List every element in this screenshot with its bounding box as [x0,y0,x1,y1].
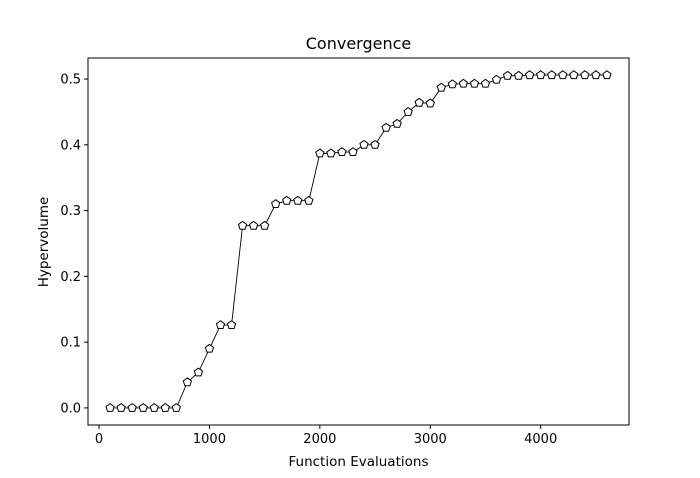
data-point-marker [425,98,435,108]
data-point-marker [237,220,248,230]
data-point-marker [403,107,413,116]
x-tick-label: 4000 [524,432,557,447]
y-tick-label: 0.0 [60,401,81,416]
x-tick-label: 1000 [193,432,226,447]
data-point-marker [414,97,424,107]
data-point-marker [480,78,491,88]
data-point-marker [524,70,535,80]
y-axis-label: Hypervolume [36,197,52,288]
data-point-marker [359,139,369,149]
data-point-marker [502,70,513,80]
y-tick-label: 0.2 [60,270,81,285]
data-point-marker [337,147,347,157]
data-point-marker [105,402,115,412]
data-point-marker [326,148,336,158]
data-point-marker [149,402,159,412]
data-point-marker [458,78,469,88]
data-point-marker [215,320,226,330]
data-point-marker [138,402,148,412]
data-point-marker [271,199,281,208]
data-point-marker [469,78,480,88]
plot-area-frame [87,57,630,426]
chart-title: Convergence [306,34,412,53]
data-point-marker [160,402,170,412]
x-tick-label: 2000 [303,432,336,447]
data-point-marker [293,195,303,205]
data-point-marker [580,70,590,80]
data-point-marker [226,320,237,330]
data-point-marker [392,118,402,128]
data-point-marker [282,195,292,205]
data-point-marker [569,70,579,80]
data-point-marker [193,367,204,377]
x-tick-label: 0 [95,432,103,447]
series-line [110,74,607,409]
data-point-marker [535,70,546,80]
data-point-marker [513,70,524,80]
data-point-marker [491,74,502,84]
data-point-marker [171,402,182,412]
axis-ticks: 0 1000 2000 3000 4000 0.0 0.1 0.2 0.3 0.4 0.5 [60,73,557,447]
data-point-marker [248,220,259,230]
data-point-marker [315,148,325,158]
data-point-marker [602,70,612,80]
data-series [105,70,612,412]
data-point-marker [436,82,446,92]
data-point-marker [348,147,358,157]
x-axis-label: Function Evaluations [289,454,429,470]
data-point-marker [381,122,391,132]
x-tick-label: 3000 [414,432,447,447]
y-tick-label: 0.1 [60,336,81,351]
data-point-marker [182,377,193,387]
data-point-marker [116,402,126,412]
y-tick-label: 0.5 [60,73,81,88]
data-point-marker [558,70,568,80]
data-point-marker [370,139,380,149]
data-point-marker [204,343,215,353]
data-point-marker [547,70,557,80]
data-point-marker [447,79,458,89]
y-tick-label: 0.3 [60,204,81,219]
data-point-marker [304,195,314,205]
data-point-marker [591,70,601,80]
data-point-marker [259,220,270,230]
y-tick-label: 0.4 [60,138,81,153]
data-point-marker [127,402,137,412]
